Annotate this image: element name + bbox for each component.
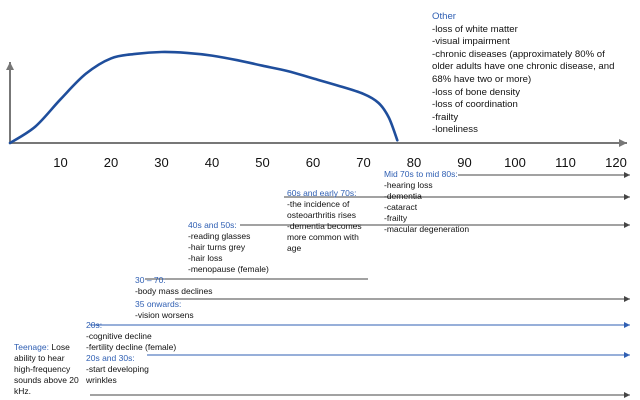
other-item: -loss of white matter <box>432 23 518 35</box>
stage-teenage: Teenage: Lose ability to hear high-frequ… <box>14 342 79 397</box>
stage-title: 35 onwards: <box>135 299 182 309</box>
stage-item: -the incidence of <box>287 199 350 209</box>
other-title: Other <box>432 11 456 22</box>
stage-title: 40s and 50s: <box>188 220 237 230</box>
stage-30-70: 30 – 70: -body mass declines <box>135 275 212 297</box>
x-tick-label: 60 <box>306 155 320 170</box>
stage-item: -start developing <box>86 364 149 374</box>
x-tick-label: 90 <box>457 155 471 170</box>
stage-item: -cataract <box>384 202 418 212</box>
x-tick-label: 80 <box>407 155 421 170</box>
stage-item: -hair turns grey <box>188 242 246 252</box>
x-tick-label: 20 <box>104 155 118 170</box>
other-item: 68% have two or more) <box>432 73 532 85</box>
stage-title: Mid 70s to mid 80s: <box>384 169 458 179</box>
x-tick-label: 100 <box>504 155 526 170</box>
stage-item: wrinkles <box>86 375 117 385</box>
other-item: older adults have one chronic disease, a… <box>432 61 615 73</box>
stage-item: -fertility decline (female) <box>86 342 177 352</box>
stage-35-onwards: 35 onwards: -vision worsens <box>135 299 194 321</box>
stage-title: 20s and 30s: <box>86 353 135 363</box>
stage-60s-early-70s: 60s and early 70s: -the incidence of ost… <box>287 188 362 254</box>
stage-40s-50s: 40s and 50s: -reading glasses -hair turn… <box>188 220 269 275</box>
stage-title: 60s and early 70s: <box>287 188 357 198</box>
stage-title: 30 – 70: <box>135 275 166 285</box>
stage-20s-30s: 20s and 30s: -start developing wrinkles <box>86 353 149 386</box>
stage-item: -body mass declines <box>135 286 213 296</box>
other-item: -visual impairment <box>432 36 510 48</box>
other-item: -loss of bone density <box>432 86 520 98</box>
x-tick-label: 120 <box>605 155 627 170</box>
other-item: -frailty <box>432 111 459 123</box>
x-tick-label: 50 <box>255 155 269 170</box>
stage-20s: 20s: -cognitive decline -fertility decli… <box>86 320 176 353</box>
stage-item: ability to hear <box>14 353 65 363</box>
stage-title: 20s: <box>86 320 103 330</box>
other-item: -loneliness <box>432 124 478 136</box>
x-tick-label: 30 <box>154 155 168 170</box>
x-tick-label: 70 <box>356 155 370 170</box>
stage-item: more common with <box>287 232 359 242</box>
stage-item: age <box>287 243 302 253</box>
x-tick-label: 10 <box>53 155 67 170</box>
stage-item: -menopause (female) <box>188 264 269 274</box>
stage-item: -hearing loss <box>384 180 433 190</box>
stage-item: -vision worsens <box>135 310 194 320</box>
stage-item: kHz. <box>14 386 31 396</box>
stage-item: -macular degeneration <box>384 224 470 234</box>
other-item: -chronic diseases (approximately 80% of <box>432 48 605 60</box>
capacity-curve <box>8 50 399 145</box>
stage-item: -frailty <box>384 213 408 223</box>
stage-title: Teenage: <box>14 342 49 352</box>
stage-item: sounds above 20 <box>14 375 79 385</box>
stage-item: -reading glasses <box>188 231 251 241</box>
x-tick-label: 40 <box>205 155 219 170</box>
stage-item: osteoarthritis rises <box>287 210 356 220</box>
other-item: -loss of coordination <box>432 99 518 111</box>
other-panel: Other -loss of white matter -visual impa… <box>432 11 614 137</box>
stage-item: -hair loss <box>188 253 223 263</box>
stage-item: high-frequency <box>14 364 71 374</box>
stage-item: -dementia <box>384 191 422 201</box>
x-axis-ticks: 10 20 30 40 50 60 70 80 90 100 110 120 <box>53 155 627 170</box>
x-tick-label: 110 <box>555 155 576 170</box>
stage-item: Lose <box>51 342 70 352</box>
stage-item: -cognitive decline <box>86 331 152 341</box>
stage-mid-70s-80s: Mid 70s to mid 80s: -hearing loss -demen… <box>384 169 469 235</box>
stage-item: -dementia becomes <box>287 221 362 231</box>
